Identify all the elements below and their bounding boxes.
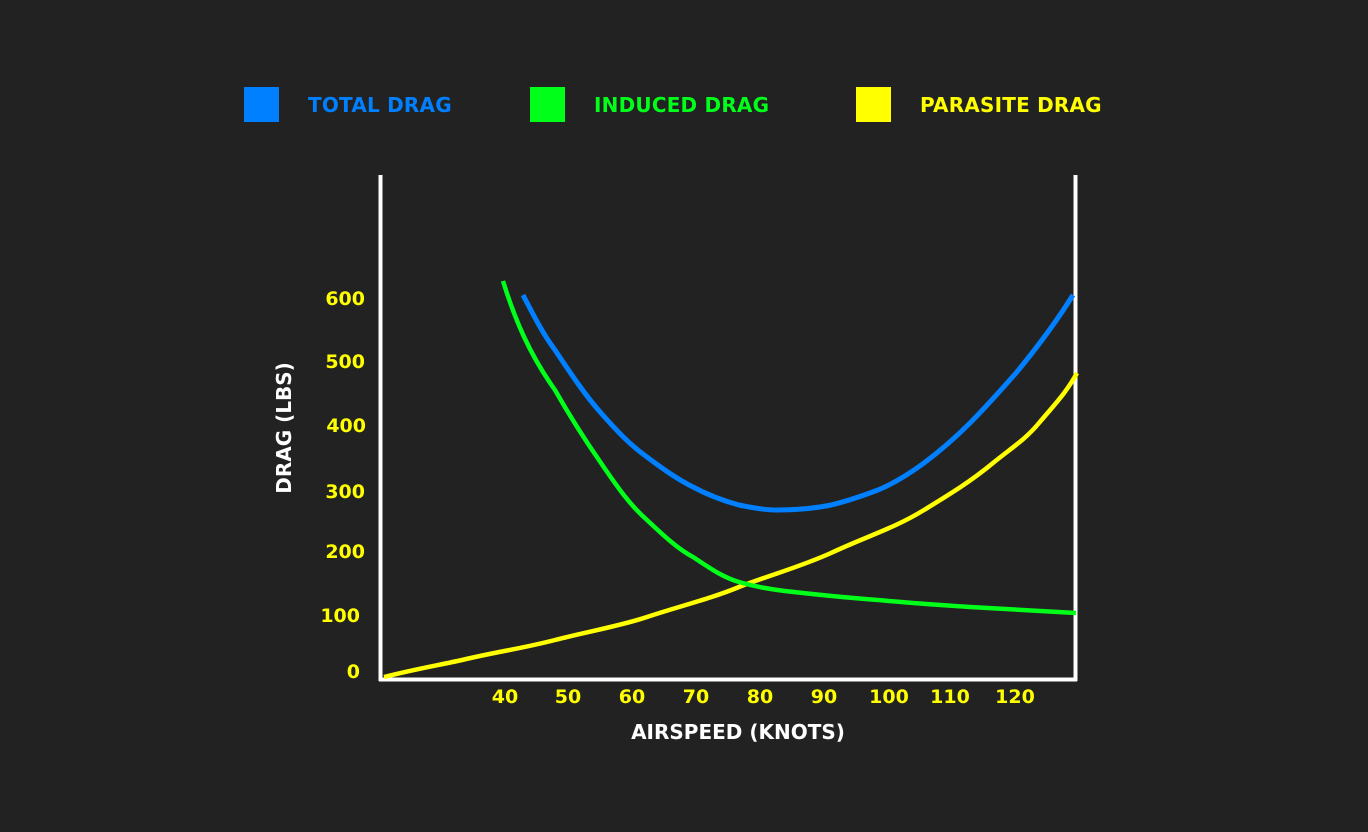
x-tick-70: 70 bbox=[682, 686, 710, 708]
total-drag-line bbox=[520, 293, 1076, 513]
y-tick-300: 300 bbox=[325, 481, 365, 503]
x-tick-80: 80 bbox=[746, 686, 774, 708]
x-tick-40: 40 bbox=[491, 686, 519, 708]
y-tick-0: 0 bbox=[346, 661, 360, 683]
x-tick-100: 100 bbox=[869, 686, 909, 708]
legend-label-total: TOTAL DRAG bbox=[308, 93, 452, 117]
legend-swatch-parasite bbox=[856, 87, 891, 122]
legend-label-induced: INDUCED DRAG bbox=[594, 93, 770, 117]
y-axis-label: DRAG (LBS) bbox=[272, 362, 296, 494]
legend-item-induced-drag: INDUCED DRAG bbox=[530, 87, 769, 122]
induced-drag-line bbox=[500, 280, 1077, 616]
legend-item-total-drag: TOTAL DRAG bbox=[244, 87, 452, 122]
legend-item-parasite-drag: PARASITE DRAG bbox=[856, 87, 1102, 122]
x-tick-110: 110 bbox=[930, 686, 970, 708]
y-tick-100: 100 bbox=[320, 605, 360, 627]
legend-swatch-induced bbox=[530, 87, 565, 122]
y-tick-500: 500 bbox=[325, 351, 365, 373]
x-tick-60: 60 bbox=[618, 686, 646, 708]
y-tick-600: 600 bbox=[325, 288, 365, 310]
x-axis-label: AIRSPEED (KNOTS) bbox=[631, 720, 845, 744]
x-tick-90: 90 bbox=[810, 686, 838, 708]
parasite-drag-line bbox=[383, 371, 1079, 680]
y-tick-200: 200 bbox=[325, 541, 365, 563]
x-tick-120: 120 bbox=[995, 686, 1035, 708]
legend-label-parasite: PARASITE DRAG bbox=[920, 93, 1102, 117]
y-tick-400: 400 bbox=[326, 415, 366, 437]
legend-swatch-total bbox=[244, 87, 279, 122]
x-tick-50: 50 bbox=[554, 686, 582, 708]
